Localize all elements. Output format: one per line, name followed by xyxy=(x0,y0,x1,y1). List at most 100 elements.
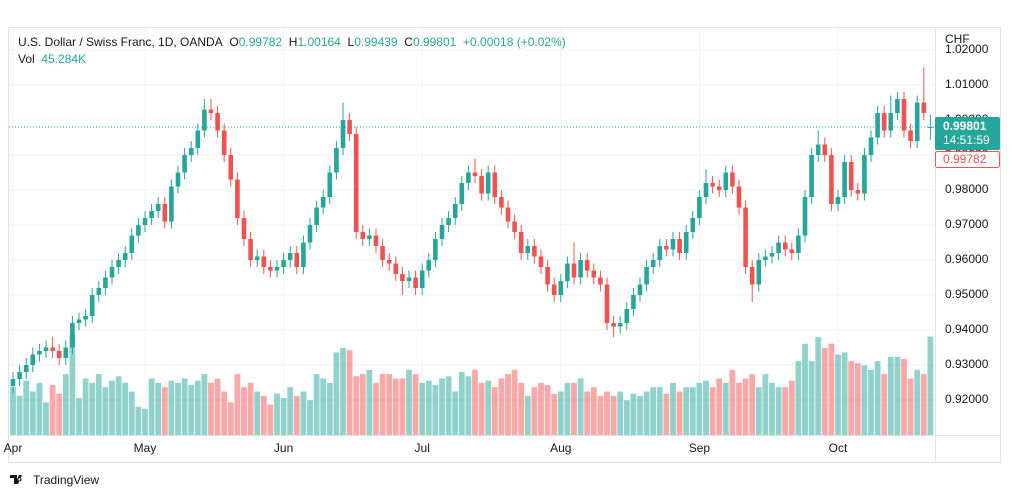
candle-body xyxy=(822,144,828,156)
volume-bar xyxy=(128,391,135,435)
ohlc-name: L xyxy=(347,35,355,49)
candle-body xyxy=(287,253,293,261)
volume-bar xyxy=(181,378,188,435)
volume-bar xyxy=(590,387,597,435)
candle-body xyxy=(76,319,82,324)
volume-bar xyxy=(617,391,624,435)
candle-body xyxy=(743,207,748,268)
volume-bar xyxy=(498,378,505,435)
volume-bar xyxy=(188,385,195,435)
volume-bar xyxy=(432,385,439,435)
candle-body xyxy=(136,225,141,236)
candle-body xyxy=(327,172,333,198)
candle-body xyxy=(400,274,405,282)
volume-bar xyxy=(465,376,472,435)
volume-bar xyxy=(927,336,934,435)
candle-body xyxy=(598,277,603,285)
candle-body xyxy=(862,155,867,194)
volume-bar xyxy=(749,374,756,435)
candle-body xyxy=(670,239,676,250)
candle-body xyxy=(281,260,286,268)
volume-bar xyxy=(29,391,36,435)
volume-bar xyxy=(452,391,459,435)
volume-bar xyxy=(881,374,888,435)
candle-body xyxy=(215,113,220,131)
y-tick-label: 0.97000 xyxy=(945,217,989,231)
volume-bar xyxy=(907,378,914,435)
volume-bar xyxy=(623,400,630,435)
candle-body xyxy=(809,155,814,198)
y-tick-label: 0.92000 xyxy=(945,392,989,406)
candle-body xyxy=(617,323,623,327)
volume-bar xyxy=(472,369,478,435)
candle-body xyxy=(697,197,702,219)
candle-body xyxy=(155,204,161,212)
candle-body xyxy=(763,256,768,261)
volume-bar xyxy=(69,335,76,435)
volume-bar xyxy=(254,391,261,435)
volume-bar xyxy=(194,380,201,435)
candle-body xyxy=(492,172,498,198)
candle-body xyxy=(70,323,75,348)
candle-body xyxy=(10,379,16,387)
volume-bar xyxy=(82,378,89,435)
ohlc-name: O xyxy=(229,35,239,49)
volume-bar xyxy=(122,382,129,435)
candle-body xyxy=(835,197,841,205)
candle-body xyxy=(314,207,319,226)
volume-bar xyxy=(663,393,670,435)
candle-body xyxy=(485,172,491,194)
x-tick-label: Sep xyxy=(689,441,711,455)
candle-body xyxy=(472,172,478,177)
candle-body xyxy=(730,172,735,187)
volume-bar xyxy=(227,402,234,435)
candle-body xyxy=(439,225,445,240)
candle-body xyxy=(584,260,590,271)
volume-bar xyxy=(676,391,683,435)
candle-body xyxy=(459,183,465,205)
volume-bar xyxy=(102,387,109,435)
x-tick-label: Jun xyxy=(274,441,293,455)
candle-body xyxy=(716,186,722,191)
candle-body xyxy=(195,130,201,149)
volume-bar xyxy=(458,371,465,435)
volume-bar xyxy=(241,387,247,435)
candle-body xyxy=(499,197,504,208)
volume-bar xyxy=(89,382,96,435)
candle-body xyxy=(340,120,346,149)
volume-bar xyxy=(788,380,795,435)
candle-body xyxy=(657,246,663,261)
candle-body xyxy=(393,263,399,275)
candle-body xyxy=(723,172,729,191)
volume-bar xyxy=(920,374,927,435)
y-tick-label: 0.98000 xyxy=(945,182,989,196)
volume-bar xyxy=(49,385,56,435)
volume-bar xyxy=(155,382,162,435)
volume-bar xyxy=(650,387,657,435)
volume-bar xyxy=(267,404,274,435)
volume-bar xyxy=(835,354,841,435)
price-tag xyxy=(935,117,1000,151)
candle-body xyxy=(749,267,755,285)
candle-body xyxy=(611,323,616,327)
volume-bar xyxy=(584,391,591,435)
volume-bar xyxy=(280,398,287,435)
volume-bar xyxy=(656,387,663,435)
change: +0.00018 (+0.02%) xyxy=(463,35,566,49)
axis-layer: 0.92000 0.93000 0.94000 0.95000 0.96000 0.970… xyxy=(4,42,1000,455)
volume-bar xyxy=(722,382,729,435)
candle-body xyxy=(908,130,913,142)
candle-body xyxy=(37,351,42,355)
candle-body xyxy=(221,130,227,156)
candle-body xyxy=(334,148,339,173)
candle-body xyxy=(571,263,577,278)
candle-body xyxy=(452,204,458,219)
candle-body xyxy=(538,256,544,268)
volume-bar xyxy=(43,402,49,435)
candle-body xyxy=(89,295,95,317)
volume-bar xyxy=(386,374,393,435)
volume-value: 45.284K xyxy=(41,52,87,66)
y-tick-label: 1.02000 xyxy=(945,42,989,56)
volume-bar xyxy=(643,391,650,435)
y-tick-label: 1.01000 xyxy=(945,77,989,91)
